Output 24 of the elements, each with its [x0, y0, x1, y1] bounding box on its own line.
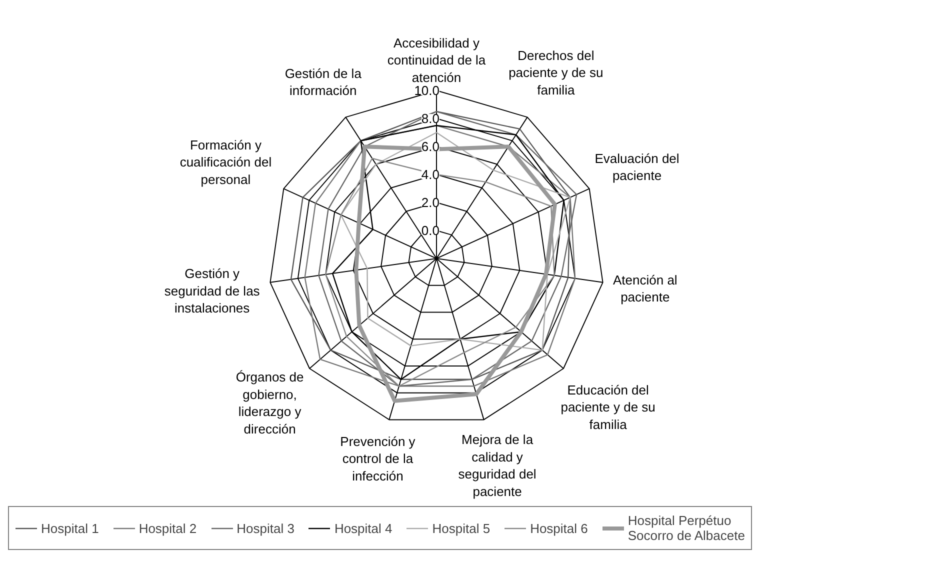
- legend-label: Hospital 5: [432, 520, 490, 536]
- spoke-label: Formación y cualificación del personal: [180, 137, 272, 187]
- spoke-label: Gestión de la información: [284, 66, 362, 98]
- spoke-label: Prevención y control de la infección: [340, 434, 416, 484]
- spoke-label: Mejora de la calidad y seguridad del paciente: [458, 432, 536, 499]
- spoke-label: Derechos del paciente y de su familia: [508, 48, 604, 98]
- y-tick-label: 6.0: [421, 139, 440, 154]
- spoke-label: Evaluación del paciente: [594, 150, 680, 184]
- spoke-label: Gestión y seguridad de las instalaciones: [164, 266, 260, 316]
- y-tick-label: 8.0: [421, 111, 440, 126]
- legend-label: Hospital 4: [334, 520, 392, 536]
- y-tick-label: 10.0: [414, 83, 440, 98]
- legend-label: Hospital Perpétuo Socorro de Albacete: [628, 513, 745, 543]
- legend-label: Hospital 1: [41, 520, 99, 536]
- legend-label: Hospital 3: [236, 520, 294, 536]
- y-tick-label: 0.0: [421, 223, 440, 238]
- legend-label: Hospital 6: [530, 520, 588, 536]
- legend-label: Hospital 2: [138, 520, 197, 536]
- spoke-label: Órganos de gobierno, liderazgo y dirección: [236, 370, 304, 436]
- y-tick-label: 4.0: [421, 167, 440, 182]
- spoke-label: Educación del paciente y de su familia: [560, 382, 656, 432]
- y-tick-label: 2.0: [421, 195, 440, 210]
- spoke-label: Atención al paciente: [612, 272, 678, 305]
- spoke-label: Accesibilidad y continuidad de la atención: [387, 35, 486, 85]
